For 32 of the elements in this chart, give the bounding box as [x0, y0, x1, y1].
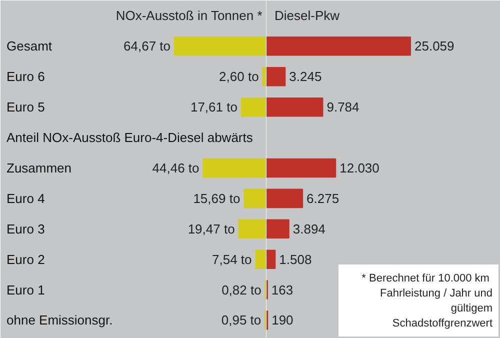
- data-label: 0,95 to: [221, 312, 262, 328]
- bar: [262, 66, 266, 86]
- data-label: 163: [271, 282, 294, 298]
- data-label: 15,69 to: [193, 190, 240, 206]
- data-label: 2,60 to: [219, 69, 259, 84]
- data-label: 64,67 to: [124, 38, 171, 54]
- annotation: * Berechnet für 10.000 km Fahrleistung / Jahr und gültigem Schadstoffgrenzwert: [362, 272, 493, 330]
- text: Diesel-Pkw: [274, 8, 340, 24]
- data-label: 44,46 to: [152, 160, 200, 176]
- y-tick-label: Euro 4: [6, 190, 45, 206]
- data-label: 7,54 to: [212, 252, 252, 267]
- data-label: 19,47 to: [188, 221, 235, 236]
- data-label: 6.275: [306, 190, 340, 206]
- y-tick-label: Euro 6: [6, 69, 45, 84]
- y-tick-label: Euro 2: [6, 252, 45, 267]
- data-label: 0,82 to: [222, 282, 262, 298]
- data-label: 9.784: [326, 100, 360, 115]
- data-label: 3.245: [289, 69, 322, 84]
- data-label: 1.508: [279, 252, 312, 267]
- data-label: 190: [272, 312, 294, 328]
- y-tick-label: Anteil NOx-Ausstoß Euro-4-Diesel abwärts: [6, 130, 254, 146]
- y-tick-label: Zusammen: [6, 160, 72, 176]
- y-tick-label: ohne Emissionsgr.: [6, 312, 113, 328]
- data-label: 25.059: [414, 38, 454, 54]
- data-label: 3.894: [292, 221, 326, 236]
- y-tick-label: Gesamt: [6, 38, 52, 54]
- y-tick-label: Euro 3: [6, 221, 45, 236]
- text: NOx-Ausstoß in Tonnen *: [116, 8, 262, 24]
- data-label: 12.030: [340, 160, 380, 176]
- y-tick-label: Euro 5: [6, 100, 45, 115]
- data-label: 17,61 to: [190, 100, 238, 115]
- y-tick-label: Euro 1: [6, 282, 45, 298]
